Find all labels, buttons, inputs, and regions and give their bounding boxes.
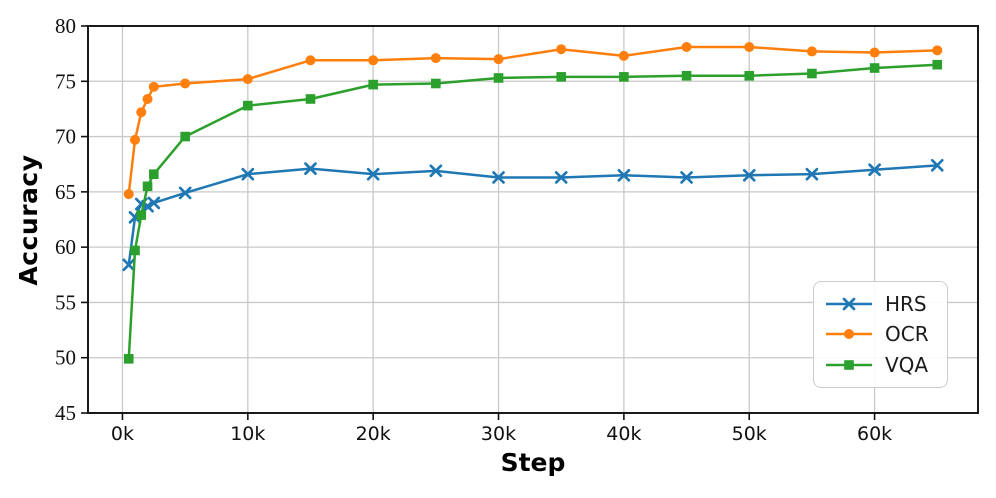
series-vqa [123, 59, 943, 364]
series-vqa-point [619, 72, 629, 82]
legend-marker-x-icon [842, 297, 856, 311]
series-ocr-point [744, 42, 755, 53]
series-vqa-point [149, 169, 159, 179]
series-hrs-point [868, 163, 881, 177]
legend-item-hrs: HRS [824, 289, 937, 319]
series-hrs [122, 158, 944, 272]
y-tick-label: 50 [55, 346, 76, 370]
series-ocr-point [556, 44, 567, 55]
x-tick-label: 30k [481, 423, 516, 445]
series-hrs-point [304, 162, 317, 175]
series-hrs-point [805, 167, 819, 181]
series-hrs-point [617, 168, 631, 182]
x-tick-label: 10k [230, 423, 265, 445]
series-ocr-point [368, 55, 379, 66]
legend-label: OCR [885, 322, 929, 347]
series-vqa-point [431, 78, 441, 89]
legend-sample-hrs [826, 297, 872, 311]
series-ocr-point [493, 54, 504, 65]
legend: HRS OCR VQA [813, 281, 948, 388]
series-vqa-point [305, 94, 316, 104]
x-tick-label: 60k [857, 423, 892, 445]
series-ocr [123, 42, 943, 200]
series-hrs-point [680, 171, 693, 184]
series-ocr-point [430, 53, 441, 64]
ticks: 0k 10k 20k 30k 40k 50k 60k 45 50 55 60 65 70 75 80 [55, 14, 892, 445]
series-vqa-point [744, 70, 755, 81]
legend-marker-circle-icon [844, 329, 854, 340]
series-hrs-line [127, 164, 939, 267]
x-tick-label: 0k [111, 423, 134, 445]
y-tick-label: 55 [55, 290, 76, 314]
series-vqa-point [123, 354, 134, 364]
series-ocr-point [681, 42, 692, 53]
series-vqa-point [180, 131, 190, 142]
y-tick-label: 65 [55, 180, 76, 204]
y-tick-label: 45 [55, 401, 76, 425]
x-tick-label: 20k [356, 423, 391, 445]
y-tick-label: 60 [55, 235, 76, 259]
x-tick-label: 40k [606, 423, 641, 445]
legend-item-ocr: OCR [824, 319, 937, 349]
legend-marker-square-icon [844, 360, 854, 370]
legend-label: HRS [885, 292, 927, 317]
series-hrs-point [742, 168, 756, 182]
series-hrs-point [178, 186, 192, 200]
series-ocr-point [130, 134, 141, 145]
series-ocr-point [932, 45, 943, 56]
legend-item-vqa: VQA [824, 350, 937, 380]
plot-frame [87, 25, 979, 414]
series-hrs-point [492, 171, 505, 184]
y-tick-label: 75 [55, 69, 76, 93]
series-vqa-point [932, 59, 943, 70]
series-vqa-point [130, 245, 140, 256]
series-ocr-point [618, 50, 629, 61]
series-vqa-point [243, 100, 253, 111]
series-vqa-point [556, 72, 567, 82]
legend-sample-ocr [826, 329, 872, 340]
series-vqa-point [136, 210, 147, 220]
series-ocr-point [305, 55, 316, 66]
legend-sample-vqa [826, 360, 872, 370]
series-ocr-point [869, 47, 880, 58]
series-ocr-point [136, 107, 147, 118]
series-vqa-point [681, 70, 692, 81]
series-ocr-point [242, 74, 253, 85]
x-tick-label: 50k [732, 423, 767, 445]
series-vqa-point [493, 73, 504, 83]
series-hrs-point [241, 167, 255, 181]
series-vqa-point [142, 181, 153, 192]
series-ocr-point [806, 46, 817, 57]
y-tick-label: 70 [55, 125, 76, 149]
legend-label: VQA [885, 352, 929, 377]
x-axis-label: Step [500, 448, 566, 477]
series-ocr-point [142, 93, 153, 104]
y-tick-label: 80 [55, 14, 76, 38]
series-vqa-point [368, 79, 378, 90]
series-vqa-point [807, 68, 817, 79]
series-ocr-point [180, 78, 191, 89]
series-hrs-point [429, 164, 443, 178]
series-vqa-point [869, 63, 880, 73]
y-axis-label: Accuracy [14, 154, 43, 286]
series-hrs-point [554, 171, 568, 184]
series-ocr-point [123, 189, 134, 200]
series-hrs-point [122, 258, 136, 272]
series-hrs-point [930, 158, 944, 172]
series-hrs-point [366, 167, 380, 181]
series-hrs-point [147, 196, 161, 210]
series-ocr-point [148, 81, 159, 92]
